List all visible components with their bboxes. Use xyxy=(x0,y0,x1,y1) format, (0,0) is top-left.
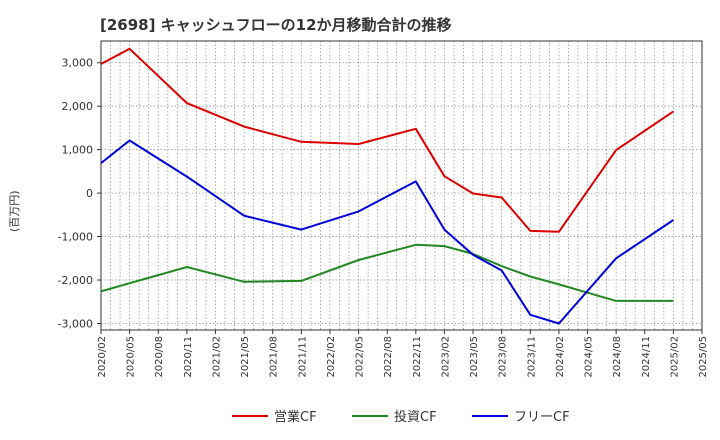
x-tick-label: 2021/05 xyxy=(240,336,251,378)
x-tick-label: 2020/02 xyxy=(97,336,108,378)
x-tick-label: 2020/11 xyxy=(183,336,194,378)
series-line xyxy=(100,47,674,233)
x-tick-label: 2021/02 xyxy=(211,336,222,378)
legend-label: 投資CF xyxy=(394,409,437,425)
x-tick-label: 2023/11 xyxy=(526,336,537,378)
x-tick-label: 2021/11 xyxy=(297,336,308,378)
legend-label: フリーCF xyxy=(514,410,570,425)
y-tick-label: 3,000 xyxy=(62,57,94,70)
legend-label: 営業CF xyxy=(274,409,317,425)
x-tick-label: 2024/08 xyxy=(612,336,623,378)
plot-frame xyxy=(100,40,703,331)
y-tick-label: 2,000 xyxy=(62,100,94,113)
x-tick-label: 2021/08 xyxy=(269,336,280,378)
x-tick-label: 2022/08 xyxy=(383,336,394,378)
x-tick-label: 2023/02 xyxy=(440,336,451,378)
x-tick-label: 2024/02 xyxy=(555,336,566,378)
series-line xyxy=(100,243,674,302)
y-tick-label: -1,000 xyxy=(58,231,93,244)
x-tick-label: 2020/05 xyxy=(126,336,137,378)
x-tick-label: 2022/02 xyxy=(326,336,337,378)
x-tick-label: 2023/08 xyxy=(498,336,509,378)
x-tick-label: 2024/11 xyxy=(641,336,652,378)
x-tick-label: 2020/08 xyxy=(154,336,165,378)
x-tick-label: 2022/11 xyxy=(412,336,423,378)
series-line xyxy=(100,139,674,325)
y-tick-label: 0 xyxy=(86,187,93,200)
y-tick-label: -2,000 xyxy=(58,274,93,287)
x-tick-label: 2022/05 xyxy=(355,336,366,378)
x-tick-label: 2023/05 xyxy=(469,336,480,378)
x-tick-label: 2024/05 xyxy=(584,336,595,378)
y-tick-label: 1,000 xyxy=(62,144,94,157)
chart-title: [2698] キャッシュフローの12か月移動合計の推移 xyxy=(100,16,452,34)
x-tick-label: 2025/02 xyxy=(669,336,680,378)
plot-area xyxy=(101,41,702,330)
y-tick-label: -3,000 xyxy=(58,317,93,330)
x-tick-label: 2025/05 xyxy=(698,336,709,378)
